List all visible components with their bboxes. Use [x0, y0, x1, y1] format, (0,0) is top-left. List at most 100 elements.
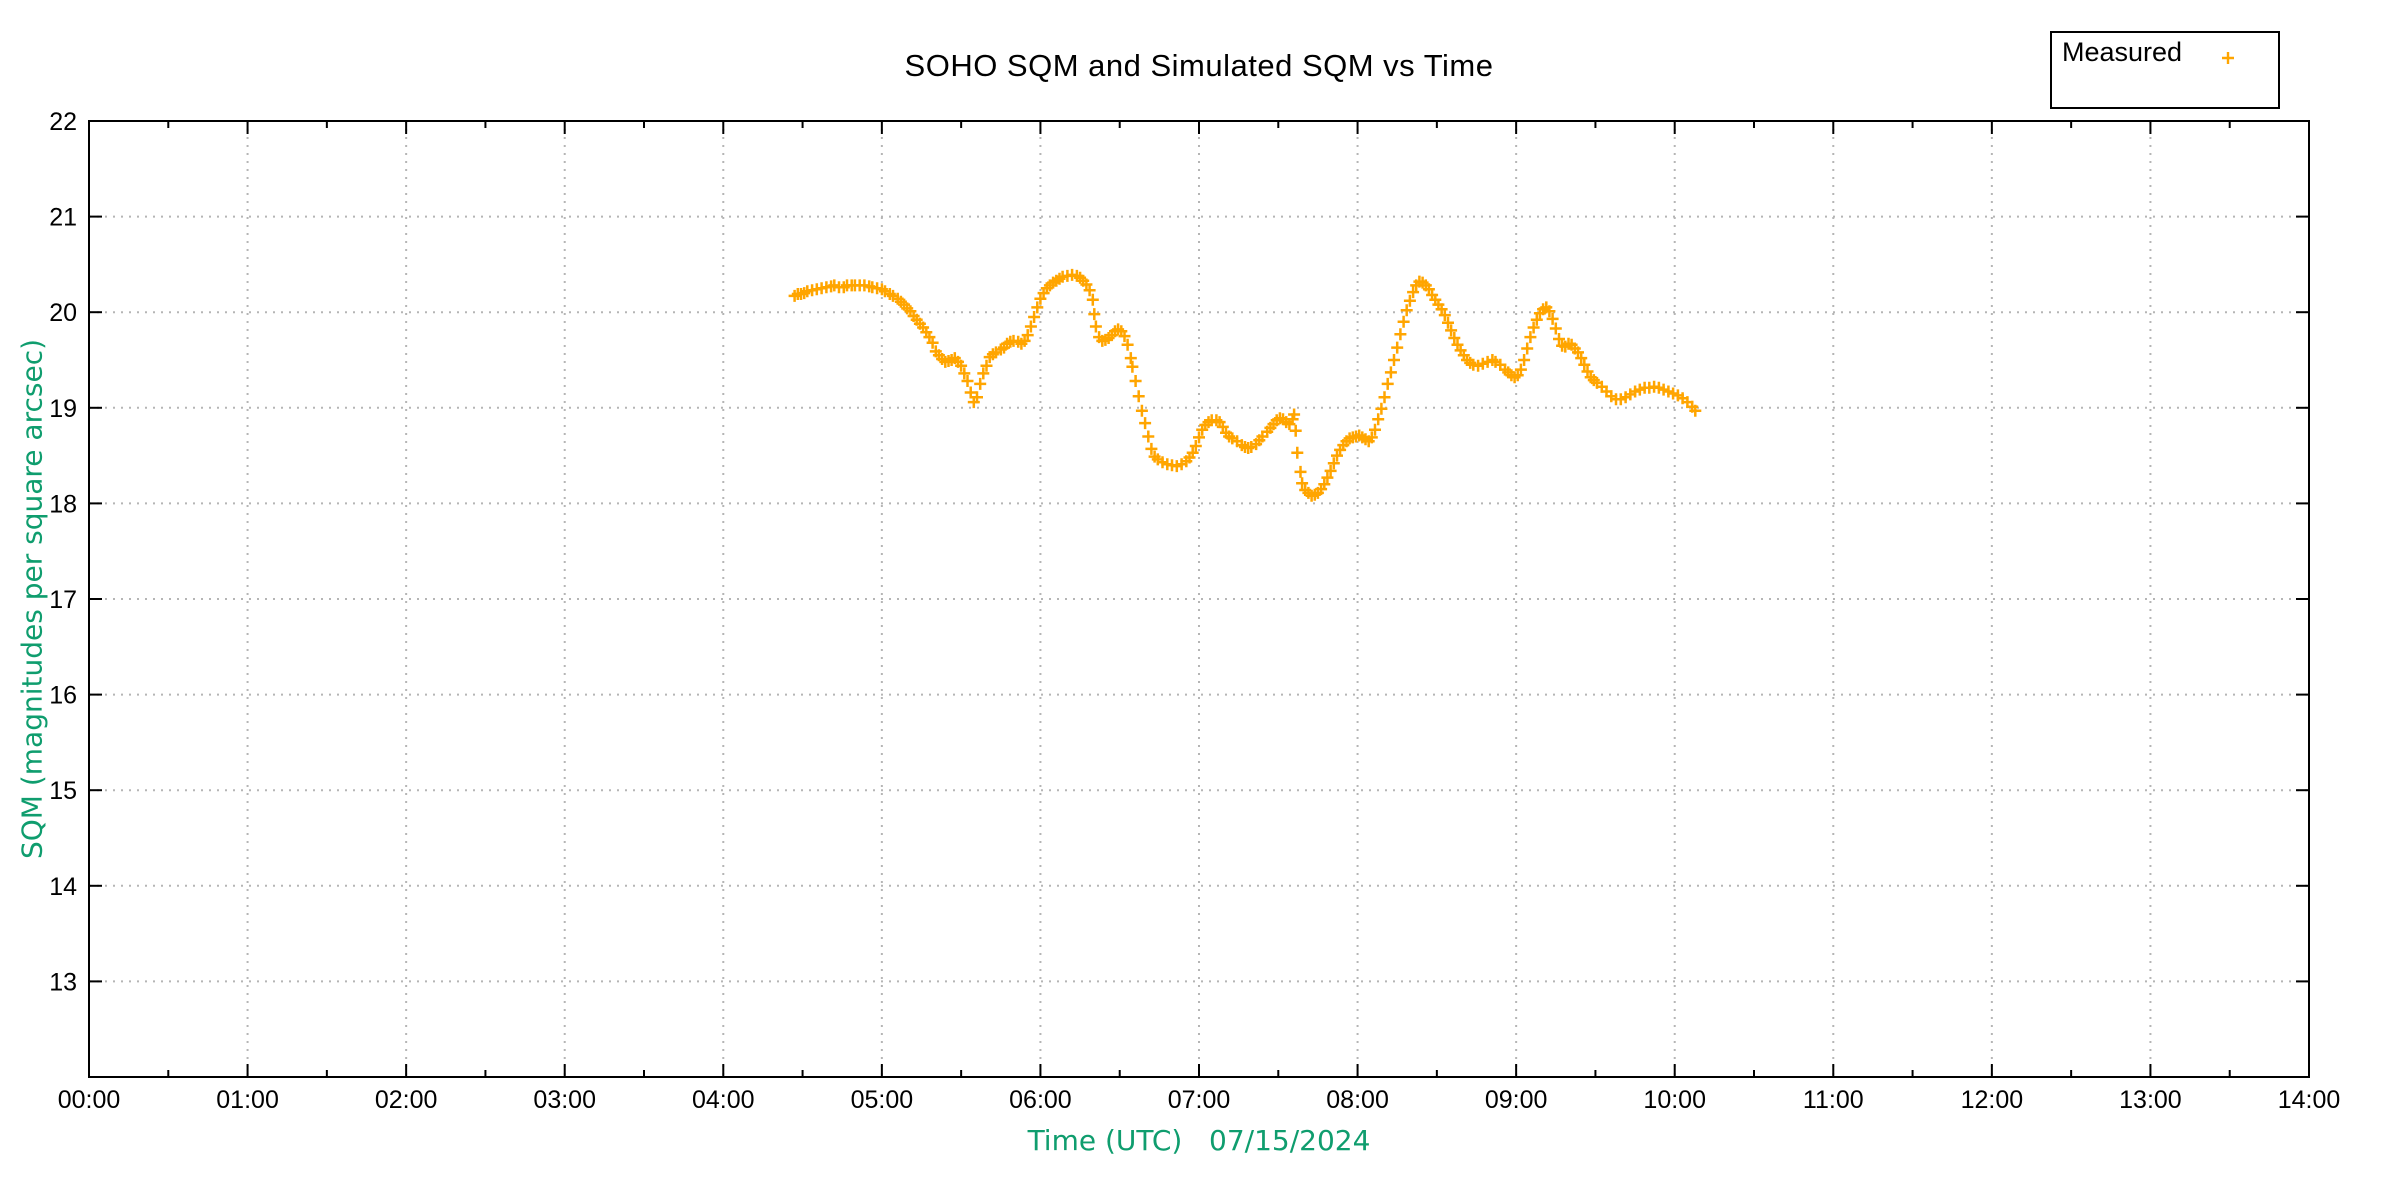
measured-point	[1028, 311, 1041, 323]
measured-point	[1324, 464, 1337, 477]
measured-point	[1372, 413, 1385, 426]
y-tick-label: 13	[49, 968, 77, 996]
measured-point	[1397, 315, 1410, 328]
x-tick-label: 07:00	[1168, 1086, 1231, 1114]
measured-point	[1375, 402, 1388, 415]
measured-point	[1445, 324, 1458, 337]
legend-label-measured: Measured	[2062, 37, 2183, 67]
measured-point	[1294, 465, 1307, 478]
measured-point	[1289, 424, 1302, 437]
measured-point	[1394, 328, 1407, 341]
axis-ticks	[88, 120, 2310, 1077]
tick-labels: 00:00 01:00 02:00 03:00 04:00 05:00 06:00 07:00…	[49, 108, 2340, 1114]
measured-point	[1139, 417, 1152, 430]
measured-point	[1124, 352, 1137, 365]
measured-point	[974, 377, 987, 390]
x-tick-label: 10:00	[1643, 1086, 1706, 1114]
measured-point	[1088, 308, 1101, 321]
measured-point	[1546, 312, 1559, 325]
y-tick-label: 20	[49, 299, 77, 327]
measured-point	[1327, 457, 1340, 470]
measured-point	[1549, 322, 1562, 335]
measured-point	[1189, 440, 1202, 452]
measured-point	[955, 359, 968, 372]
measured-point	[1384, 366, 1397, 379]
measured-point	[1118, 330, 1131, 343]
measured-point	[1369, 423, 1381, 436]
y-axis-title: SQM (magnitudes per square arcsec)	[15, 338, 49, 860]
measured-point	[1527, 321, 1540, 334]
y-tick-label: 18	[49, 490, 77, 518]
measured-point	[1388, 354, 1400, 366]
measured-point	[1514, 363, 1527, 376]
measured-point	[1142, 430, 1155, 443]
measured-point	[1024, 320, 1037, 333]
measured-point	[1448, 332, 1461, 344]
measured-point	[1083, 284, 1096, 297]
measured-point	[971, 391, 983, 404]
measured-point	[1321, 471, 1334, 484]
measured-point	[961, 375, 974, 387]
y-tick-label: 22	[49, 108, 77, 136]
measured-point	[1530, 313, 1543, 326]
measured-series	[788, 268, 1702, 502]
x-tick-label: 06:00	[1009, 1086, 1072, 1114]
legend-box: Measured	[2050, 31, 2280, 109]
measured-point	[1543, 305, 1556, 318]
measured-point	[1129, 375, 1142, 387]
plus-marker-path	[2222, 52, 2234, 64]
x-axis-title: Time (UTC) 07/15/2024	[1027, 1124, 1371, 1157]
measured-point	[977, 367, 990, 380]
measured-point	[980, 359, 993, 372]
measured-point	[1521, 342, 1534, 355]
measured-point	[958, 367, 971, 380]
measured-point	[1186, 446, 1199, 459]
measured-point	[1400, 304, 1413, 317]
measured-point	[1524, 331, 1537, 344]
x-tick-label: 00:00	[58, 1086, 121, 1114]
measured-point	[1145, 442, 1158, 455]
measured-point	[1689, 404, 1702, 417]
measured-point	[1086, 293, 1099, 306]
measured-point	[1438, 309, 1451, 322]
measured-point	[1365, 431, 1378, 444]
measured-point	[1442, 316, 1454, 329]
measured-point	[1296, 477, 1309, 490]
x-tick-label: 04:00	[692, 1086, 755, 1114]
measured-point	[1391, 341, 1404, 354]
x-tick-label: 03:00	[533, 1086, 596, 1114]
measured-point	[926, 336, 939, 349]
x-tick-label: 08:00	[1326, 1086, 1389, 1114]
y-tick-label: 16	[49, 682, 77, 710]
measured-point	[1318, 478, 1331, 491]
measured-point	[1381, 377, 1394, 390]
x-tick-label: 02:00	[375, 1086, 438, 1114]
y-tick-label: 19	[49, 395, 77, 423]
x-tick-label: 05:00	[851, 1086, 914, 1114]
measured-point	[1407, 286, 1420, 299]
measured-point	[1031, 301, 1044, 314]
measured-point	[1126, 360, 1139, 373]
measured-point	[1021, 329, 1034, 342]
measured-point	[1193, 431, 1205, 444]
measured-point	[1291, 446, 1304, 459]
measured-point	[1575, 352, 1588, 365]
y-tick-label: 21	[49, 204, 77, 232]
x-tick-label: 14:00	[2278, 1086, 2341, 1114]
measured-point	[1132, 390, 1145, 403]
y-tick-label: 15	[49, 777, 77, 805]
measured-point	[1089, 320, 1102, 333]
measured-point	[1378, 391, 1391, 404]
measured-point	[1403, 294, 1416, 307]
measured-point	[1553, 333, 1565, 345]
x-tick-label: 09:00	[1485, 1086, 1548, 1114]
y-tick-label: 17	[49, 586, 77, 614]
measured-point	[1288, 408, 1301, 421]
x-tick-label: 11:00	[1803, 1086, 1864, 1114]
chart-title: SOHO SQM and Simulated SQM vs Time	[904, 48, 1494, 83]
plot-border	[88, 120, 2310, 1078]
gridlines	[89, 121, 2309, 1077]
x-tick-label: 13:00	[2119, 1086, 2182, 1114]
measured-point	[1518, 354, 1531, 366]
